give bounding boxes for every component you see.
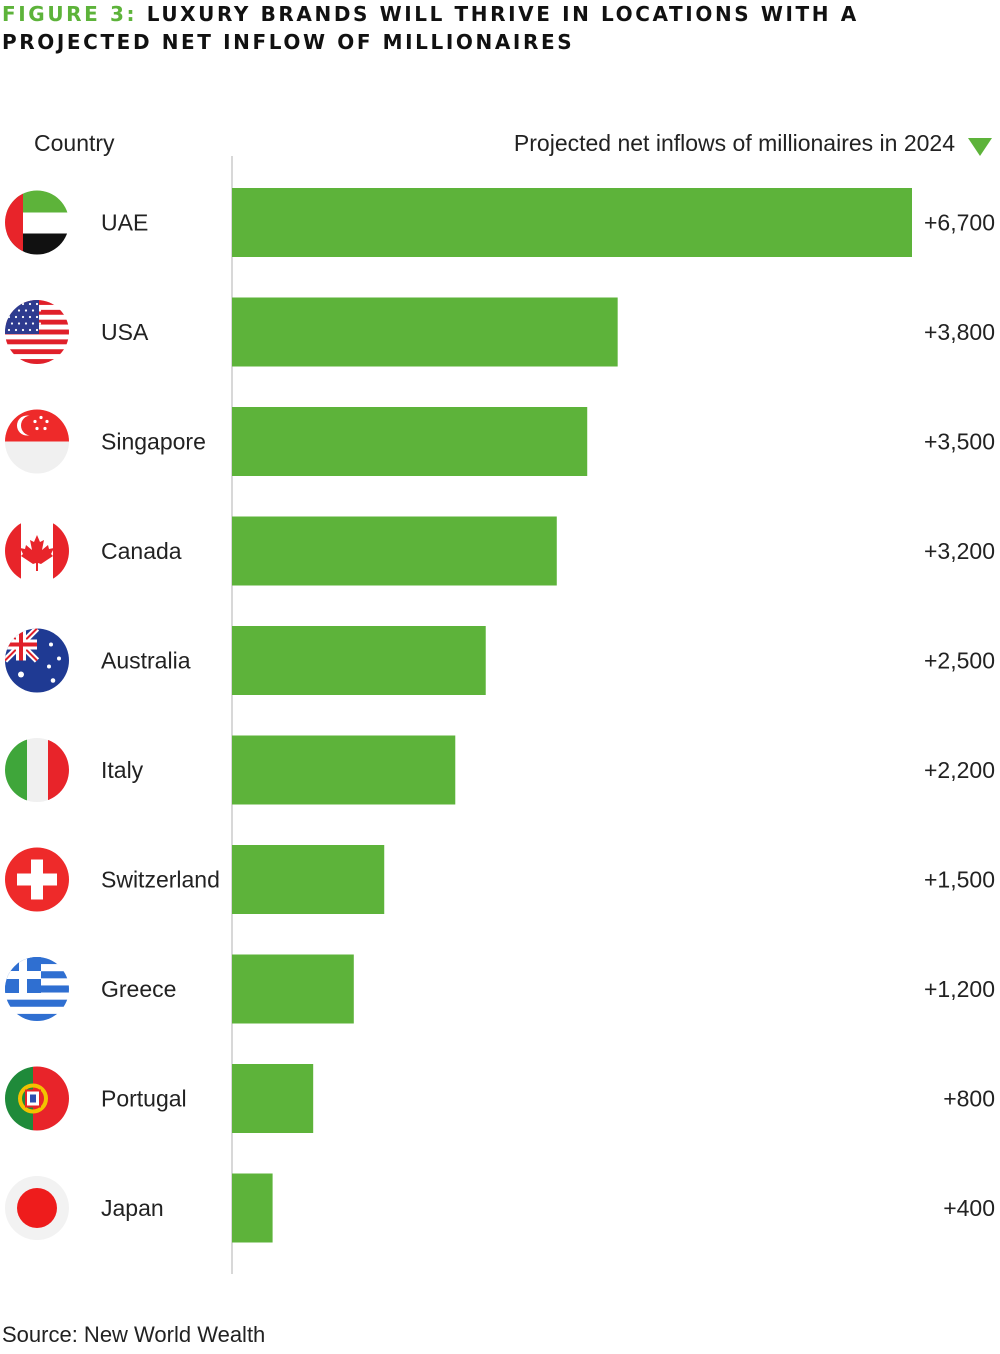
- bar: [232, 1064, 314, 1133]
- value-label: +6,700: [924, 210, 995, 236]
- category-label: Switzerland: [101, 867, 220, 893]
- value-label: +1,500: [924, 867, 995, 893]
- value-label: +2,500: [924, 648, 995, 674]
- figure-label: FIGURE 3:: [2, 2, 138, 26]
- greece-flag-icon: [5, 957, 69, 1021]
- bar: [232, 188, 912, 257]
- switzerland-flag-icon: [5, 847, 69, 912]
- bar: [232, 297, 618, 367]
- title-line-2: PROJECTED NET INFLOW OF MILLIONAIRES: [2, 30, 575, 54]
- bar: [232, 954, 354, 1024]
- singapore-flag-icon: [5, 409, 69, 474]
- chart-title: FIGURE 3: LUXURY BRANDS WILL THRIVE IN L…: [2, 0, 992, 56]
- canada-flag-icon: [5, 519, 69, 583]
- triangle-down-icon: [968, 138, 992, 156]
- category-label: UAE: [101, 210, 148, 236]
- category-label: Italy: [101, 757, 144, 783]
- usa-flag-icon: [5, 300, 69, 364]
- bar: [232, 735, 456, 805]
- bar: [232, 845, 385, 914]
- italy-flag-icon: [5, 738, 69, 802]
- category-label: USA: [101, 319, 149, 345]
- category-label: Singapore: [101, 429, 206, 455]
- category-label: Canada: [101, 538, 182, 564]
- category-label: Japan: [101, 1195, 164, 1221]
- value-label: +400: [943, 1195, 995, 1221]
- bar: [232, 1173, 273, 1243]
- japan-flag-icon: [5, 1176, 69, 1240]
- value-label: +3,500: [924, 429, 995, 455]
- category-label: Portugal: [101, 1086, 187, 1112]
- category-label: Greece: [101, 976, 176, 1002]
- bar: [232, 516, 557, 586]
- bar: [232, 407, 588, 476]
- value-label: +800: [943, 1086, 995, 1112]
- value-label: +3,200: [924, 538, 995, 564]
- source-note: Source: New World Wealth: [2, 1322, 266, 1347]
- bar: [232, 626, 486, 695]
- value-label: +2,200: [924, 757, 995, 783]
- uae-flag-icon: [5, 190, 69, 255]
- measure-column-header: Projected net inflows of millionaires in…: [513, 130, 955, 156]
- australia-flag-icon: [5, 628, 69, 693]
- portugal-flag-icon: [5, 1066, 69, 1131]
- category-label: Australia: [101, 648, 191, 674]
- title-line-1: LUXURY BRANDS WILL THRIVE IN LOCATIONS W…: [146, 2, 859, 26]
- value-label: +1,200: [924, 976, 995, 1002]
- value-label: +3,800: [924, 319, 995, 345]
- country-column-header: Country: [34, 130, 115, 156]
